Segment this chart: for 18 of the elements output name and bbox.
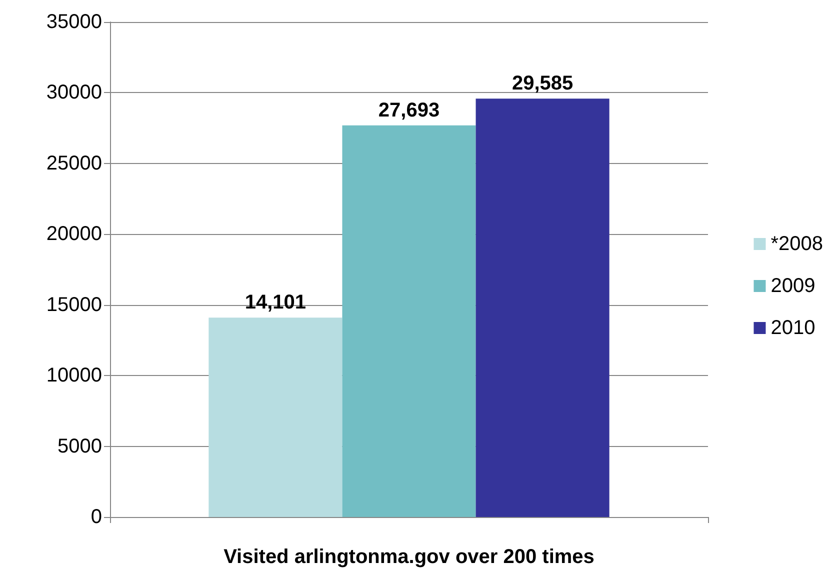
y-tick-label: 5000 [58,435,102,458]
bar [208,318,342,517]
data-label: 14,101 [244,292,306,314]
y-tick-label: 30000 [46,82,102,104]
y-tick-label: 0 [90,506,102,528]
legend-label: 2010 [770,317,816,339]
legend-label: *2008 [770,233,824,255]
data-label: 27,693 [378,99,440,122]
y-tick-label: 15000 [46,294,102,316]
legend-label: 2009 [770,275,816,297]
y-tick-label: 20000 [46,223,102,246]
y-tick-label: 35000 [46,11,102,33]
bar [476,98,610,517]
bar [342,125,476,517]
x-axis-title: Visited arlingtonma.gov over 200 times [224,546,594,568]
y-tick-label: 25000 [46,152,102,174]
y-tick-label: 10000 [46,364,102,387]
data-label: 29,585 [512,72,574,95]
